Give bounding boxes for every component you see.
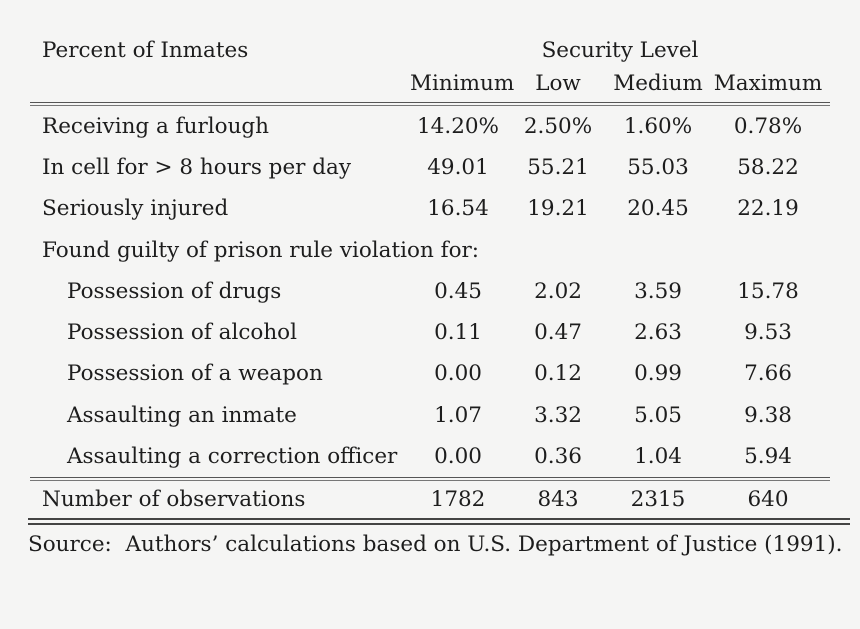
cell-value: 0.36 [534,444,582,470]
cell-value: 1.04 [634,444,682,470]
cell-value: 2315 [630,486,686,512]
cell-value: 58.22 [737,154,799,180]
row-label: Seriously injured [42,196,229,222]
cell-value: 1.07 [434,402,482,428]
cell-value: 9.53 [744,320,792,346]
cell-value: 15.78 [737,278,799,304]
table-footer-row: Number of observations 1782 843 2315 640 [30,481,830,518]
cell-value: 14.20% [417,113,499,139]
cell-value: 3.59 [634,278,682,304]
cell-value: 5.05 [634,402,682,428]
cell-value: 0.12 [534,361,582,387]
row-group-header: Percent of Inmates [42,37,249,63]
table-column-header-row: Minimum Low Medium Maximum [30,64,830,102]
cell-value: 1.60% [623,113,693,139]
table-row: Seriously injured 16.54 19.21 20.45 22.1… [30,188,830,229]
row-label: Possession of alcohol [67,320,297,346]
cell-value: 5.94 [744,444,792,470]
table-row: Possession of drugs 0.45 2.02 3.59 15.78 [30,271,830,312]
row-label: Possession of drugs [67,278,282,304]
table-row: Assaulting an inmate 1.07 3.32 5.05 9.38 [30,395,830,436]
column-header-maximum: Maximum [713,70,823,96]
cell-value: 49.01 [427,154,489,180]
cell-value: 20.45 [627,196,689,222]
column-header-minimum: Minimum [410,70,515,96]
table-row: In cell for > 8 hours per day 49.01 55.2… [30,147,830,188]
cell-value: 0.00 [434,361,482,387]
cell-value: 0.78% [733,113,803,139]
row-label: In cell for > 8 hours per day [42,154,352,180]
cell-value: 0.45 [434,278,482,304]
table-rule-mid [30,477,830,481]
cell-value: 0.11 [434,320,482,346]
cell-value: 2.50% [523,113,593,139]
cell-value: 843 [537,486,579,512]
cell-value: 640 [747,486,789,512]
cell-value: 7.66 [744,361,792,387]
cell-value: 9.38 [744,402,792,428]
source-note: Source: Authors’ calculations based on U… [28,532,843,557]
cell-value: 19.21 [527,196,589,222]
row-label: Receiving a furlough [42,113,270,139]
cell-value: 55.03 [627,154,689,180]
table-rule-top [30,102,830,106]
cell-value: 2.02 [534,278,582,304]
column-header-medium: Medium [613,70,703,96]
table-section-row: Found guilty of prison rule violation fo… [30,229,830,270]
cell-value: 3.32 [534,402,582,428]
row-label: Assaulting an inmate [67,402,297,428]
cell-value: 2.63 [634,320,682,346]
column-group-header: Security Level [541,37,699,63]
cell-value: 16.54 [427,196,489,222]
row-label: Assaulting a correction officer [67,444,398,470]
table-row: Possession of alcohol 0.11 0.47 2.63 9.5… [30,312,830,353]
cell-value: 0.99 [634,361,682,387]
cell-value: 0.00 [434,444,482,470]
table-row: Possession of a weapon 0.00 0.12 0.99 7.… [30,353,830,394]
column-header-low: Low [535,70,581,96]
cell-value: 55.21 [527,154,589,180]
cell-value: 0.47 [534,320,582,346]
statistics-table: Percent of Inmates Security Level Minimu… [28,36,850,525]
row-label: Number of observations [42,486,306,512]
table-rule-bottom [28,517,850,525]
table-header-group-row: Percent of Inmates Security Level [30,36,830,64]
cell-value: 22.19 [737,196,799,222]
table-row: Assaulting a correction officer 0.00 0.3… [30,436,830,477]
section-label: Found guilty of prison rule violation fo… [42,237,480,263]
row-label: Possession of a weapon [67,361,323,387]
table-row: Receiving a furlough 14.20% 2.50% 1.60% … [30,106,830,147]
cell-value: 1782 [430,486,486,512]
